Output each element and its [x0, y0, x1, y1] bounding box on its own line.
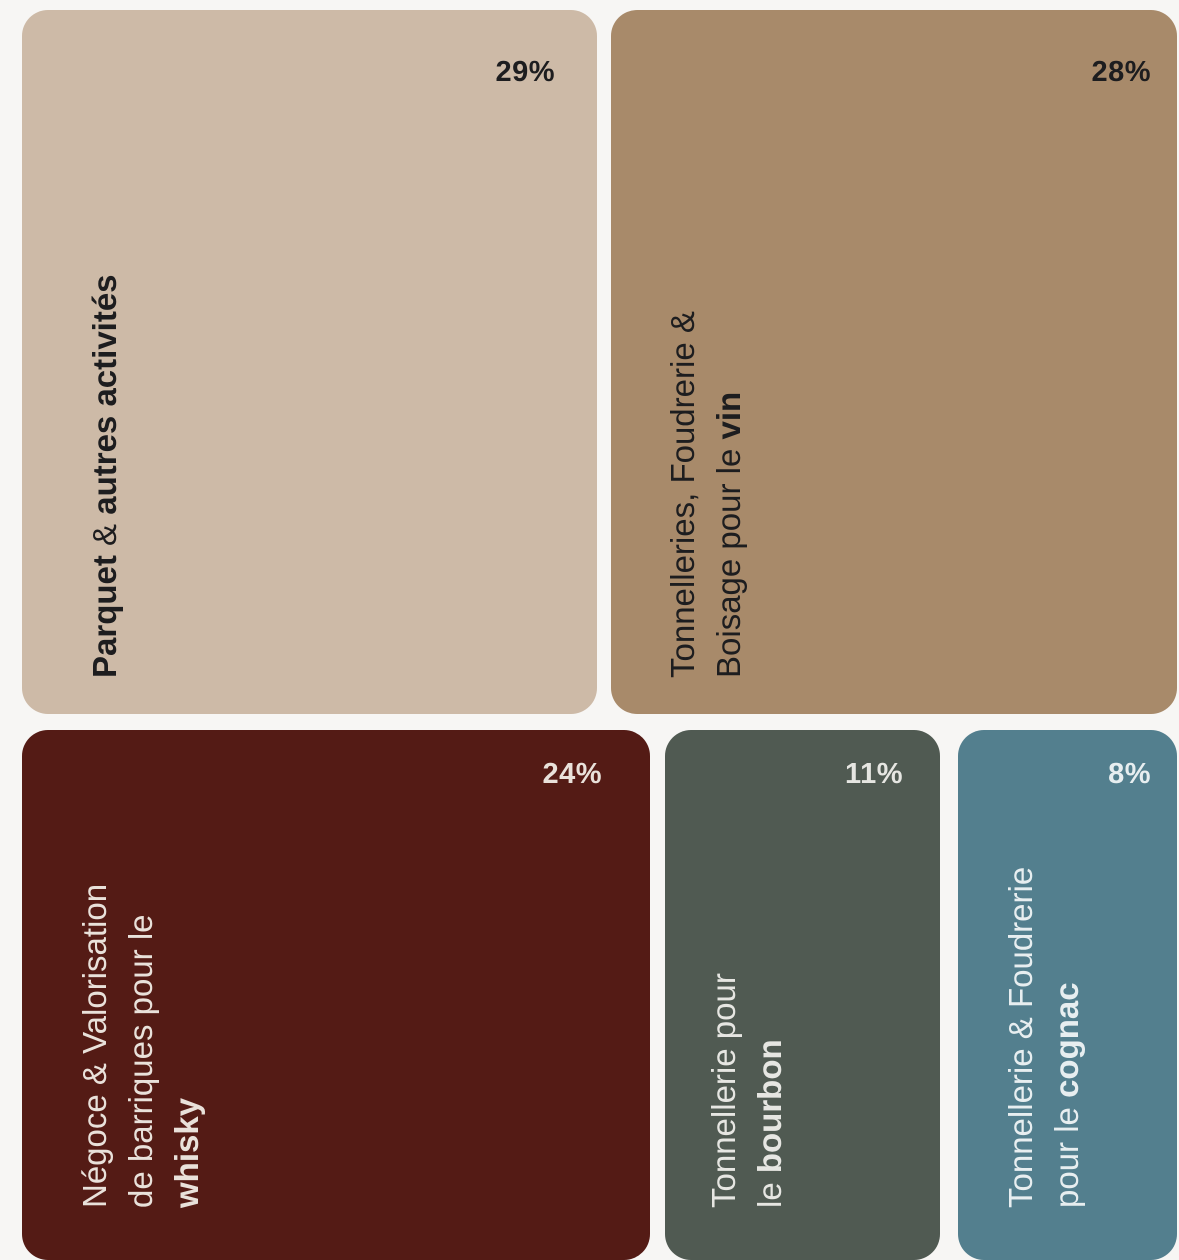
label-part-vin-0: Tonnelleries, Foudrerie &	[664, 311, 701, 678]
label-text-cognac: Tonnellerie & Foudrerie pour le cognac	[998, 867, 1090, 1208]
label-part-cognac-2: cognac	[1048, 982, 1085, 1098]
label-part-whisky-1: de barriques pour le	[122, 914, 159, 1208]
label-part-bourbon-1: le	[751, 1173, 788, 1208]
label-part-bourbon-2: bourbon	[751, 1039, 788, 1174]
category-label-parquet: Parquet & autres activités	[82, 274, 128, 678]
category-label-bourbon: Tonnellerie pour le bourbon	[701, 973, 793, 1208]
value-label-parquet: 29%	[495, 56, 555, 88]
tile-vin: 28% Tonnelleries, Foudrerie & Boisage pou…	[611, 10, 1177, 714]
label-part-vin-2: vin	[710, 391, 747, 440]
value-label-whisky: 24%	[542, 758, 602, 790]
label-part-whisky-2: whisky	[168, 1097, 205, 1208]
label-part-vin-1: Boisage pour le	[710, 439, 747, 678]
label-text-bourbon: Tonnellerie pour le bourbon	[701, 973, 793, 1208]
label-part-cognac-1: pour le	[1048, 1097, 1085, 1208]
category-label-whisky: Négoce & Valorisation de barriques pour l…	[72, 884, 210, 1208]
tile-cognac: 8% Tonnellerie & Foudrerie pour le cognac	[958, 730, 1177, 1260]
value-label-cognac: 8%	[1108, 758, 1151, 790]
tile-bourbon: 11% Tonnellerie pour le bourbon	[665, 730, 940, 1260]
label-part-cognac-0: Tonnellerie & Foudrerie	[1002, 866, 1039, 1208]
value-label-bourbon: 11%	[845, 758, 903, 790]
label-part-parquet-2: autres activités	[86, 274, 123, 515]
category-label-vin: Tonnelleries, Foudrerie & Boisage pour le…	[660, 311, 752, 678]
label-part-bourbon-0: Tonnellerie pour	[705, 973, 742, 1208]
label-text-whisky: Négoce & Valorisation de barriques pour l…	[72, 884, 210, 1208]
tile-parquet: 29% Parquet & autres activités	[22, 10, 597, 714]
label-part-parquet-0: Parquet	[86, 555, 123, 678]
label-part-parquet-1: &	[86, 514, 123, 556]
label-part-whisky-0: Négoce & Valorisation	[76, 883, 113, 1208]
category-label-cognac: Tonnellerie & Foudrerie pour le cognac	[998, 867, 1090, 1208]
tile-whisky: 24% Négoce & Valorisation de barriques po…	[22, 730, 650, 1260]
label-text-parquet: Parquet & autres activités	[82, 274, 128, 678]
label-text-vin: Tonnelleries, Foudrerie & Boisage pour le…	[660, 311, 752, 678]
value-label-vin: 28%	[1091, 56, 1151, 88]
